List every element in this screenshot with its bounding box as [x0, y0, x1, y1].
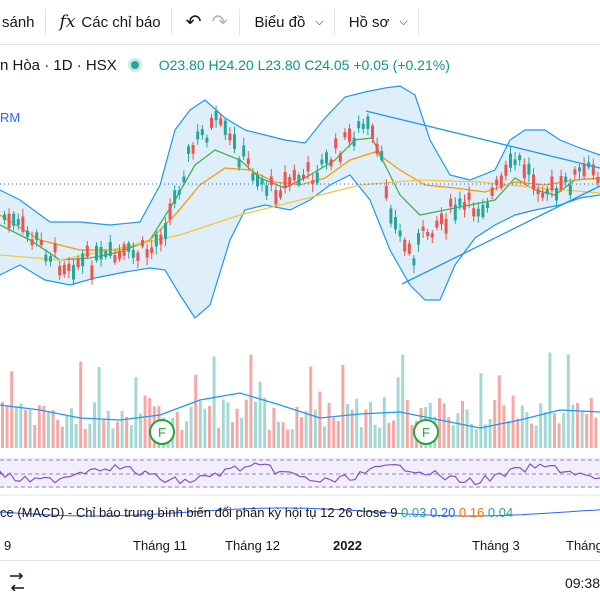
range-switch-icon[interactable]	[8, 573, 26, 591]
event-markers[interactable]: F F	[149, 419, 439, 445]
candlesticks	[3, 105, 600, 286]
trendline-upper[interactable]	[365, 110, 600, 169]
time-axis-label: 9	[4, 538, 12, 553]
price-chart[interactable]: F F	[0, 80, 600, 532]
time-axis-label: Tháng 12	[225, 538, 280, 553]
redo-icon: ↷	[211, 11, 228, 33]
trendline-lower[interactable]	[401, 185, 600, 285]
undo-icon: ↶	[185, 11, 202, 33]
ohlc-values: O23.80 H24.20 L23.80 C24.05 +0.05 (+0.21…	[159, 57, 450, 73]
undo-button[interactable]: ↶	[172, 0, 208, 44]
chevron-down-icon: ⌵	[399, 15, 408, 28]
redo-button[interactable]: ↷	[208, 0, 240, 44]
bottom-toolbar: 09:38	[0, 560, 600, 601]
indicator-label[interactable]: RM	[0, 110, 21, 125]
trendlines[interactable]	[365, 110, 600, 285]
high-value: H24.20	[208, 57, 254, 73]
toolbar-divider	[417, 9, 419, 35]
macd-title: ce (MACD) - Chỉ báo trung bình biến đổi …	[0, 505, 398, 520]
time-axis-label: Tháng	[566, 538, 600, 553]
event-marker-label: F	[158, 425, 166, 440]
volume-bars	[1, 352, 598, 448]
compare-button[interactable]: sánh	[0, 0, 45, 44]
top-toolbar: sánh fx Các chỉ báo ↶ ↷ Biểu đồ ⌵ Hồ sơ …	[0, 0, 600, 45]
chart-type-dropdown[interactable]: Biểu đồ ⌵	[240, 0, 333, 44]
event-marker[interactable]	[149, 419, 175, 445]
clock-time[interactable]: 09:38	[564, 575, 600, 591]
event-marker[interactable]	[413, 419, 439, 445]
macd-legend[interactable]: ce (MACD) - Chỉ báo trung bình biến đổi …	[0, 505, 513, 520]
indicators-icon: fx	[59, 12, 76, 32]
indicators-label: Các chỉ báo	[81, 13, 161, 31]
profile-dropdown[interactable]: Hồ sơ ⌵	[335, 0, 418, 44]
time-axis-label: Tháng 11	[133, 538, 187, 553]
chevron-down-icon: ⌵	[315, 15, 324, 28]
time-axis-label: Tháng 3	[472, 538, 520, 553]
macd-signal-value: 0.16	[458, 505, 485, 520]
toolbar-divider	[44, 9, 46, 35]
rsi-line	[0, 462, 600, 486]
chart-type-label: Biểu đồ	[254, 13, 306, 31]
macd-extra-value: 0.04	[487, 505, 514, 520]
profile-label: Hồ sơ	[348, 13, 390, 31]
open-value: O23.80	[158, 57, 205, 73]
bollinger-bands	[0, 85, 600, 319]
toolbar-divider	[239, 9, 241, 35]
volume-ma-line	[0, 392, 600, 429]
time-axis[interactable]: 9 Tháng 11 Tháng 12 2022 Tháng 3 Tháng	[0, 532, 600, 558]
time-axis-label: 2022	[333, 538, 362, 553]
macd-hist-value: 0.03	[401, 505, 427, 520]
low-value: L23.80	[257, 57, 301, 73]
compare-label: sánh	[2, 13, 35, 31]
toolbar-divider	[170, 9, 172, 35]
indicators-button[interactable]: fx Các chỉ báo	[46, 0, 171, 44]
rsi-band	[0, 458, 600, 488]
event-marker-label: F	[422, 425, 430, 440]
change-value: +0.05 (+0.21%)	[353, 57, 450, 73]
macd-value: 0.20	[430, 505, 456, 520]
macd-line	[0, 507, 600, 517]
close-value: C24.05	[304, 57, 350, 73]
toolbar-divider	[333, 9, 335, 35]
market-status-dot-icon	[130, 61, 139, 69]
symbol-name[interactable]: n Hòa · 1D · HSX	[0, 56, 117, 74]
symbol-legend: n Hòa · 1D · HSX O23.80 H24.20 L23.80 C2…	[0, 52, 450, 78]
